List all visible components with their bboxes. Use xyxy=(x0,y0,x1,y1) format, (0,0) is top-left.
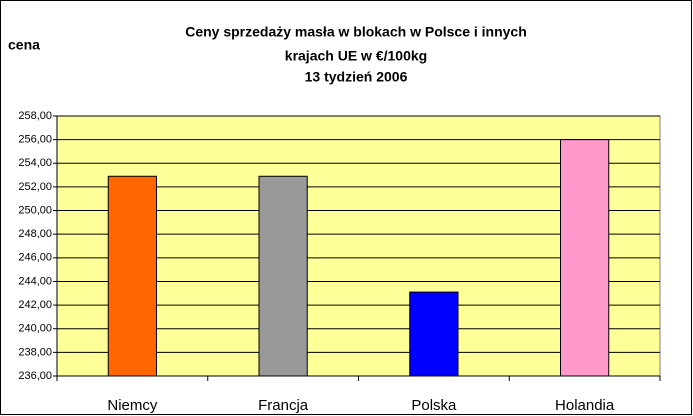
bar xyxy=(409,291,459,377)
y-axis-label: cena xyxy=(8,37,40,53)
x-tick-label: Niemcy xyxy=(107,397,158,414)
y-tick-label: 242,00 xyxy=(18,299,52,311)
chart-subtitle: 13 tydzień 2006 xyxy=(305,69,408,85)
y-tick-label: 238,00 xyxy=(18,346,52,358)
x-tick-label: Polska xyxy=(411,397,457,414)
y-tick-label: 246,00 xyxy=(18,252,52,264)
y-tick-label: 248,00 xyxy=(18,228,52,240)
y-tick-label: 240,00 xyxy=(18,323,52,335)
y-tick-label: 250,00 xyxy=(18,204,52,216)
y-tick-label: 244,00 xyxy=(18,275,52,287)
bar xyxy=(258,175,308,377)
y-tick-label: 252,00 xyxy=(18,181,52,193)
bar xyxy=(107,175,157,377)
x-tick-label: Francja xyxy=(258,397,309,414)
x-tick-label: Holandia xyxy=(555,397,615,414)
bar xyxy=(560,139,610,377)
y-tick-label: 258,00 xyxy=(18,110,52,122)
y-tick-label: 254,00 xyxy=(18,157,52,169)
chart-title: krajach UE w €/100kg xyxy=(285,48,427,64)
y-tick-label: 236,00 xyxy=(18,370,52,382)
y-tick-label: 256,00 xyxy=(18,134,52,146)
chart-title: Ceny sprzedaży masła w blokach w Polsce … xyxy=(185,24,527,40)
plot-area xyxy=(56,115,661,377)
